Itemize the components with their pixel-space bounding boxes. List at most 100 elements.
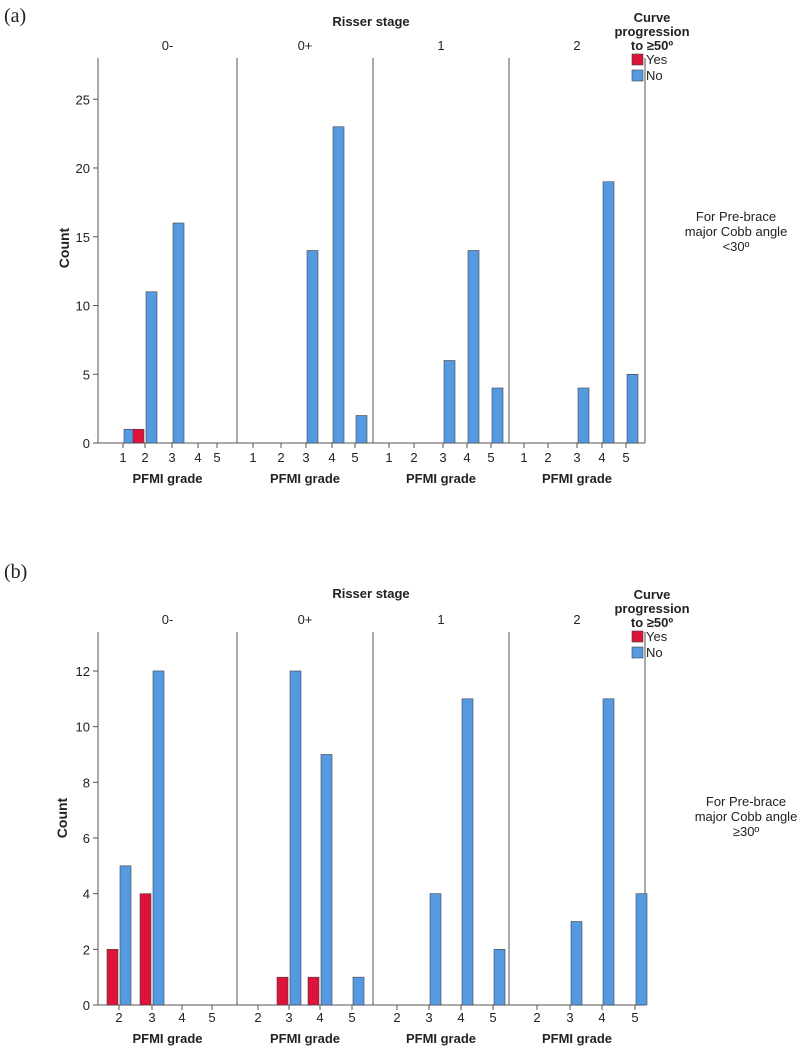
x-tick-label: 2 — [393, 1010, 400, 1025]
bar-no — [570, 921, 583, 1006]
bar-no — [467, 250, 480, 444]
bar-no — [355, 415, 368, 444]
bar-no — [119, 865, 132, 1006]
legend-entry: No — [646, 645, 663, 660]
x-axis-label: PFMI grade — [270, 1031, 340, 1046]
legend-title-line: progression — [614, 24, 689, 39]
x-tick-label: 1 — [385, 450, 392, 465]
legend-title-line: to ≥50º — [631, 615, 673, 630]
bar-no — [443, 360, 456, 444]
y-tick-label: 25 — [76, 92, 90, 107]
facet-0-: 0- 2 3 4 5 PFMI grade — [98, 612, 238, 1046]
y-tick-label: 5 — [83, 367, 90, 382]
x-tick-label: 5 — [489, 1010, 496, 1025]
bar-no — [172, 222, 185, 444]
x-tick-label: 2 — [410, 450, 417, 465]
x-tick-label: 2 — [254, 1010, 261, 1025]
x-tick-label: 4 — [194, 450, 201, 465]
y-axis-label: Count — [56, 227, 72, 268]
x-axis-label: PFMI grade — [542, 471, 612, 486]
panel-label: (b) — [4, 561, 27, 583]
legend-title-line: progression — [614, 601, 689, 616]
y-tick-label: 10 — [76, 720, 90, 735]
y-tick-label: 8 — [83, 775, 90, 790]
facet-label: 1 — [437, 612, 444, 627]
x-tick-label: 4 — [178, 1010, 185, 1025]
legend-entry: Yes — [646, 52, 668, 67]
bar-no — [626, 373, 639, 444]
facet-2: 2 2 3 4 5 PFMI grade — [509, 612, 648, 1046]
bar-no — [145, 291, 158, 444]
annotation-line: For Pre-brace — [696, 209, 776, 224]
legend-swatch-yes — [631, 53, 644, 66]
annotation-line: For Pre-brace — [706, 794, 786, 809]
legend-swatch-yes — [631, 630, 644, 643]
y-tick-label: 12 — [76, 664, 90, 679]
x-axis-label: PFMI grade — [270, 471, 340, 486]
bar-yes — [139, 893, 152, 1006]
x-tick-label: 1 — [520, 450, 527, 465]
x-tick-label: 5 — [351, 450, 358, 465]
facet-label: 1 — [437, 38, 444, 53]
bar-no — [306, 250, 319, 444]
y-tick-label: 6 — [83, 831, 90, 846]
x-tick-label: 3 — [573, 450, 580, 465]
x-tick-label: 1 — [119, 450, 126, 465]
bar-no — [577, 387, 590, 444]
x-tick-label: 2 — [544, 450, 551, 465]
x-tick-label: 5 — [487, 450, 494, 465]
facet-label: 0+ — [298, 38, 313, 53]
x-tick-label: 3 — [439, 450, 446, 465]
x-tick-label: 2 — [533, 1010, 540, 1025]
facet-0+: 0+ 1 2 3 4 5 PFMI grade — [237, 38, 374, 486]
bar-no — [602, 698, 615, 1006]
x-tick-label: 3 — [566, 1010, 573, 1025]
x-tick-label: 4 — [463, 450, 470, 465]
bar-no — [352, 976, 365, 1006]
x-tick-label: 3 — [302, 450, 309, 465]
facet-2: 2 1 2 3 4 5 PFMI grade — [509, 38, 646, 486]
y-tick-label: 0 — [83, 998, 90, 1013]
facet-1: 1 2 3 4 5 PFMI grade — [373, 612, 510, 1046]
legend-entry: No — [646, 68, 663, 83]
y-tick-label: 15 — [76, 230, 90, 245]
legend-title-line: to ≥50º — [631, 38, 673, 53]
x-tick-label: 4 — [316, 1010, 323, 1025]
facet-label: 2 — [573, 38, 580, 53]
y-axis-label: Count — [54, 797, 70, 838]
x-tick-label: 3 — [148, 1010, 155, 1025]
x-tick-label: 4 — [598, 450, 605, 465]
x-tick-label: 5 — [208, 1010, 215, 1025]
bar-no — [320, 754, 333, 1006]
bar-no — [493, 949, 506, 1006]
bar-yes — [106, 949, 119, 1006]
x-tick-label: 5 — [631, 1010, 638, 1025]
y-tick-label: 10 — [76, 299, 90, 314]
x-tick-label: 4 — [598, 1010, 605, 1025]
bar-no — [289, 670, 302, 1006]
x-tick-label: 1 — [249, 450, 256, 465]
facet-1: 1 1 2 3 4 5 PFMI grade — [373, 38, 510, 486]
facet-0+: 0+ 2 3 4 5 PFMI grade — [237, 612, 374, 1046]
x-tick-label: 5 — [348, 1010, 355, 1025]
annotation-line: major Cobb angle — [695, 809, 798, 824]
y-tick-label: 0 — [83, 436, 90, 451]
chart-title: Risser stage — [332, 14, 409, 29]
facet-0-: 0- 1 2 3 4 5 PFMI grade — [98, 38, 238, 486]
bar-no — [332, 126, 345, 444]
bar-yes — [132, 428, 145, 444]
x-tick-label: 4 — [328, 450, 335, 465]
x-tick-label: 5 — [213, 450, 220, 465]
x-axis-label: PFMI grade — [132, 1031, 202, 1046]
x-tick-label: 2 — [141, 450, 148, 465]
bar-no — [429, 893, 442, 1006]
legend-title-line: Curve — [634, 587, 671, 602]
facet-label: 0- — [162, 612, 174, 627]
x-tick-label: 2 — [115, 1010, 122, 1025]
legend-title-line: Curve — [634, 10, 671, 25]
bar-no — [461, 698, 474, 1006]
